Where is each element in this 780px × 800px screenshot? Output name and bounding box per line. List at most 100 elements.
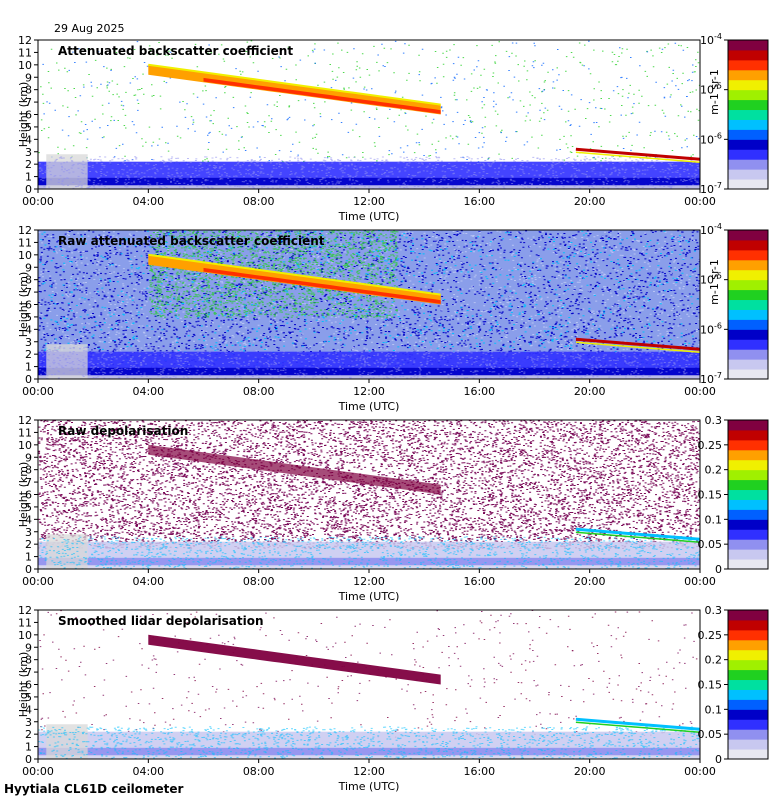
y-tick-label: 8 — [25, 654, 32, 667]
colorbar-tick-label: 10-4 — [700, 32, 722, 47]
colorbar-swatch — [728, 259, 768, 271]
y-tick-label: 10 — [18, 629, 32, 642]
colorbar-frame — [727, 229, 769, 380]
evening-cloud — [575, 527, 700, 541]
y-tick-label: 7 — [25, 96, 32, 109]
colorbar-swatch — [728, 319, 768, 330]
y-tick-label: 7 — [25, 286, 32, 299]
x-axis-label: Time (UTC) — [338, 210, 400, 223]
y-tick-label: 11 — [18, 46, 32, 59]
y-tick-label: 12 — [18, 414, 32, 427]
colorbar-tick-label: 0.05 — [698, 728, 723, 741]
y-tick-label: 1 — [25, 171, 32, 184]
y-tick-label: 5 — [25, 691, 32, 704]
colorbar-tick-label: 10-7 — [700, 181, 722, 196]
x-tick-label: 16:00 — [463, 765, 495, 778]
y-tick-label: 6 — [25, 679, 32, 692]
x-tick-label: 00:00 — [684, 765, 716, 778]
colorbar-swatch — [728, 469, 768, 481]
colorbar-swatch — [728, 729, 768, 740]
x-tick-label: 16:00 — [463, 385, 495, 398]
y-tick-label: 10 — [18, 249, 32, 262]
x-tick-label: 16:00 — [463, 575, 495, 588]
x-tick-label: 00:00 — [684, 195, 716, 208]
y-tick-label: 8 — [25, 464, 32, 477]
colorbar-swatch — [728, 49, 768, 61]
colorbar-swatch — [728, 369, 768, 380]
heatmap-body — [38, 420, 700, 569]
x-tick-label: 08:00 — [243, 385, 275, 398]
colorbar-swatch — [728, 439, 768, 451]
colorbar-swatch — [728, 679, 768, 690]
colorbar: 0 0.05 0.1 0.15 0.2 0.25 0.3 — [698, 604, 769, 766]
x-tick-label: 04:00 — [132, 765, 164, 778]
colorbar-swatch — [728, 149, 768, 160]
colorbar-swatch — [728, 339, 768, 350]
colorbar-tick-label: 0.15 — [698, 489, 723, 502]
y-tick-label: 11 — [18, 236, 32, 249]
x-tick-label: 04:00 — [132, 195, 164, 208]
y-tick-label: 7 — [25, 476, 32, 489]
colorbar-swatch — [728, 349, 768, 360]
panel-title: Smoothed lidar depolarisation — [58, 614, 264, 628]
colorbar-swatch — [728, 109, 768, 120]
colorbar-tick-label: 0.2 — [705, 654, 723, 667]
y-tick-label: 9 — [25, 641, 32, 654]
y-tick-label: 4 — [25, 133, 32, 146]
cirrus-layer — [148, 634, 441, 685]
y-tick-label: 0 — [25, 373, 32, 386]
colorbar-tick-label: 0.2 — [705, 464, 723, 477]
y-tick-label: 8 — [25, 274, 32, 287]
y-axis-label: Height (km) — [17, 462, 30, 528]
y-tick-label: 11 — [18, 426, 32, 439]
x-tick-label: 12:00 — [353, 385, 385, 398]
x-tick-label: 20:00 — [574, 385, 606, 398]
date-label: 29 Aug 2025 — [54, 22, 124, 35]
colorbar-tick-label: 0.25 — [698, 629, 723, 642]
y-tick-label: 0 — [25, 183, 32, 196]
y-axis-label: Height (km) — [17, 652, 30, 718]
y-tick-label: 2 — [25, 348, 32, 361]
x-tick-label: 12:00 — [353, 195, 385, 208]
colorbar-swatch — [728, 289, 768, 301]
colorbar-tick-label: 0.3 — [705, 414, 723, 427]
colorbar-swatch — [728, 509, 768, 520]
panel-title: Raw attenuated backscatter coefficient — [58, 234, 325, 248]
colorbar-swatch — [728, 719, 768, 730]
heatmap-body — [38, 230, 700, 379]
heatmap-body — [38, 40, 700, 189]
colorbar-swatch — [728, 169, 768, 180]
y-tick-label: 6 — [25, 489, 32, 502]
y-tick-label: 5 — [25, 311, 32, 324]
y-tick-label: 5 — [25, 121, 32, 134]
y-axis-label: Height (km) — [17, 82, 30, 148]
y-tick-label: 2 — [25, 728, 32, 741]
colorbar-tick-label: 0.05 — [698, 538, 723, 551]
colorbar-swatch — [728, 279, 768, 291]
x-axis-label: Time (UTC) — [338, 400, 400, 413]
x-tick-label: 08:00 — [243, 195, 275, 208]
y-tick-label: 4 — [25, 323, 32, 336]
colorbar-tick-label: 10-4 — [700, 222, 722, 237]
colorbar-unit-label: m-1 sr-1 — [708, 69, 721, 115]
y-tick-label: 4 — [25, 703, 32, 716]
colorbar-tick-label: 0.1 — [705, 703, 723, 716]
x-tick-label: 20:00 — [574, 575, 606, 588]
colorbar-swatch — [728, 459, 768, 471]
colorbar-swatch — [728, 159, 768, 170]
y-tick-label: 7 — [25, 666, 32, 679]
y-tick-label: 3 — [25, 146, 32, 159]
colorbar-swatch — [728, 89, 768, 101]
colorbar-swatch — [728, 699, 768, 710]
colorbar-swatch — [728, 309, 768, 320]
y-tick-label: 6 — [25, 299, 32, 312]
colorbar-swatch — [728, 479, 768, 491]
panel-smoothed-depolarisation: Smoothed lidar depolarisation01234567891… — [17, 604, 769, 793]
colorbar-swatch — [728, 69, 768, 81]
x-tick-label: 04:00 — [132, 575, 164, 588]
colorbar-swatch — [728, 709, 768, 720]
y-tick-label: 9 — [25, 71, 32, 84]
colorbar-frame — [727, 39, 769, 190]
y-tick-label: 10 — [18, 439, 32, 452]
